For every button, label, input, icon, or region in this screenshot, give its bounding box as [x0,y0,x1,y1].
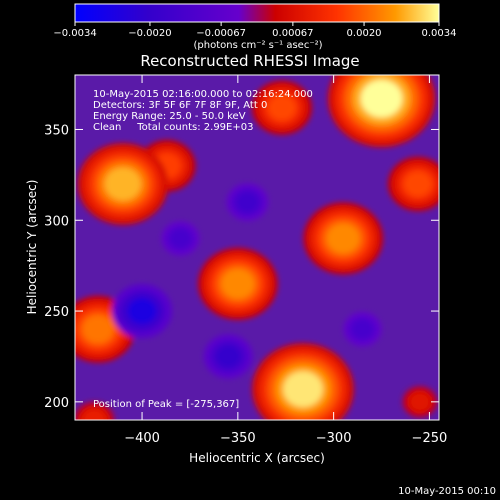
colorbar-gradient [74,3,440,23]
heatmap-plot [75,75,439,420]
footer-timestamp: 10-May-2015 00:10 [398,486,496,497]
colorbar-tick-label: −0.0020 [128,28,171,39]
annotation-line: Clean Total counts: 2.99E+03 [93,122,253,133]
y-axis-label: Heliocentric Y (arcsec) [25,180,39,315]
colorbar-tick-label: −0.00067 [196,28,246,39]
heatmap-source [127,297,157,325]
heatmap-source [410,393,430,411]
y-tick-label: 250 [44,305,69,320]
heatmap-source [326,223,360,254]
colorbar-tick-label: 0.00067 [272,28,313,39]
y-tick-label: 200 [44,396,69,411]
x-tick-label: −400 [124,431,160,446]
heatmap-source [215,345,241,368]
heatmap-source [351,319,374,339]
heatmap-source [268,95,296,120]
x-tick-label: −300 [316,431,352,446]
x-axis-label: Heliocentric X (arcsec) [189,451,325,465]
annotation-line: Energy Range: 25.0 - 50.0 keV [93,111,246,122]
heatmap-source [236,191,259,213]
annotation-line: Detectors: 3F 5F 6F 7F 8F 9F, Att 0 [93,100,267,111]
colorbar-tick-label: 0.0020 [347,28,382,39]
plot-frame [74,74,440,421]
y-tick-label: 350 [44,123,69,138]
heatmap-source [360,79,403,118]
colorbar-tick-label: 0.0034 [422,28,457,39]
heatmap-source [221,268,255,299]
peak-position-label: Position of Peak = [-275,367] [93,399,239,410]
heatmap-source [169,228,192,249]
x-tick-label: −350 [220,431,256,446]
y-tick-label: 300 [44,214,69,229]
heatmap-source [404,171,432,197]
heatmap-source [283,371,323,408]
chart-title: Reconstructed RHESSI Image [140,52,359,70]
heatmap-source [83,410,105,420]
heatmap-source [104,167,142,201]
colorbar-tick-label: −0.0034 [53,28,96,39]
colorbar-label: (photons cm⁻² s⁻¹ asec⁻²) [193,40,322,51]
annotation-block: 10-May-2015 02:16:00.000 to 02:16:24.000… [93,89,313,133]
heatmap-source [82,315,114,344]
x-tick-label: −250 [412,431,448,446]
annotation-line: 10-May-2015 02:16:00.000 to 02:16:24.000 [93,89,313,100]
colorbar: −0.0034 −0.0020 −0.00067 0.00067 0.0020 0.003… [53,3,457,51]
